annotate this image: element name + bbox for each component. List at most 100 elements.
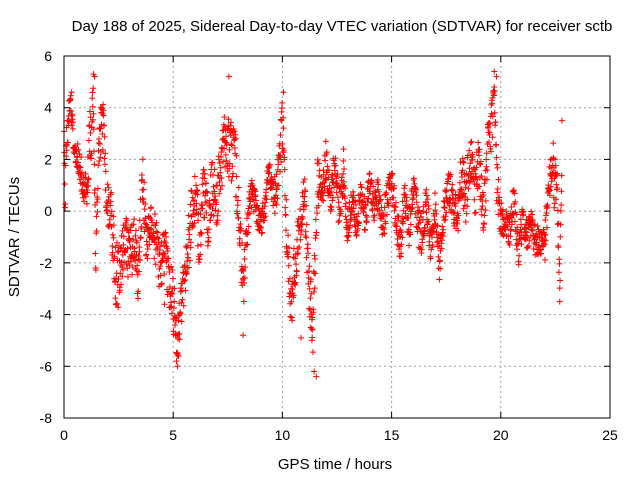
data-point	[131, 216, 138, 223]
data-point	[478, 211, 485, 218]
data-point	[367, 190, 374, 197]
data-point	[389, 170, 396, 177]
data-point	[248, 191, 255, 198]
data-point	[558, 188, 565, 195]
data-point	[204, 229, 211, 236]
data-point	[92, 266, 99, 273]
data-point	[229, 163, 236, 170]
data-point	[396, 246, 403, 253]
data-point	[455, 212, 462, 219]
data-point	[491, 109, 498, 116]
data-point	[203, 188, 210, 195]
data-point	[112, 279, 119, 286]
data-point	[114, 300, 121, 307]
data-point	[89, 95, 96, 102]
data-point	[69, 125, 76, 132]
data-point	[161, 271, 168, 278]
data-point	[227, 132, 234, 139]
data-point	[420, 232, 427, 239]
data-point	[306, 285, 313, 292]
data-point	[407, 221, 414, 228]
data-point	[225, 73, 232, 80]
data-point	[182, 287, 189, 294]
y-tick-label: -8	[40, 410, 53, 426]
data-point	[478, 173, 485, 180]
data-point	[541, 256, 548, 263]
data-point	[138, 223, 145, 230]
data-point	[67, 92, 74, 99]
data-point	[258, 224, 265, 231]
data-point	[87, 129, 94, 136]
data-point	[313, 373, 320, 380]
data-point	[499, 206, 506, 213]
data-point	[193, 182, 200, 189]
data-point	[434, 243, 441, 250]
data-point	[556, 260, 563, 267]
data-point	[297, 231, 304, 238]
data-point	[132, 232, 139, 239]
data-point	[141, 206, 148, 213]
data-point	[144, 255, 151, 262]
data-point	[82, 170, 89, 177]
data-point	[306, 305, 313, 312]
data-point	[467, 160, 474, 167]
data-point	[244, 229, 251, 236]
data-point	[342, 213, 349, 220]
data-point	[242, 264, 249, 271]
data-point	[82, 193, 89, 200]
data-point	[282, 212, 289, 219]
data-point	[94, 185, 101, 192]
data-point	[464, 196, 471, 203]
data-point	[280, 89, 287, 96]
data-point	[240, 332, 247, 339]
data-point	[207, 217, 214, 224]
data-point	[218, 175, 225, 182]
data-point	[458, 169, 465, 176]
data-point	[141, 179, 148, 186]
data-point	[303, 202, 310, 209]
data-point	[493, 141, 500, 148]
data-point	[315, 202, 322, 209]
data-point	[262, 213, 269, 220]
data-point	[89, 89, 96, 96]
data-point	[221, 114, 228, 121]
data-point	[322, 138, 329, 145]
data-point	[109, 249, 116, 256]
data-point	[90, 85, 97, 92]
data-point	[355, 220, 362, 227]
y-tick-label: 6	[44, 48, 52, 64]
data-point	[462, 184, 469, 191]
data-point	[191, 219, 198, 226]
data-point	[155, 235, 162, 242]
data-point	[487, 120, 494, 127]
data-point	[423, 186, 430, 193]
data-point	[350, 192, 357, 199]
data-point	[488, 148, 495, 155]
data-point	[419, 239, 426, 246]
data-point	[529, 217, 536, 224]
data-point	[266, 169, 273, 176]
data-point	[524, 229, 531, 236]
data-point	[107, 202, 114, 209]
data-point	[533, 239, 540, 246]
data-point	[432, 201, 439, 208]
data-point	[528, 226, 535, 233]
data-point	[231, 128, 238, 135]
data-point	[332, 155, 339, 162]
data-point	[228, 141, 235, 148]
data-point	[282, 204, 289, 211]
data-point	[543, 205, 550, 212]
data-point	[510, 187, 517, 194]
data-point	[180, 302, 187, 309]
data-point	[333, 189, 340, 196]
data-point	[488, 110, 495, 117]
data-point	[261, 203, 268, 210]
data-point	[423, 199, 430, 206]
data-point	[414, 214, 421, 221]
data-point	[201, 214, 208, 221]
data-point	[293, 261, 300, 268]
data-point	[390, 194, 397, 201]
data-point	[377, 196, 384, 203]
data-point	[490, 92, 497, 99]
data-point	[446, 202, 453, 209]
